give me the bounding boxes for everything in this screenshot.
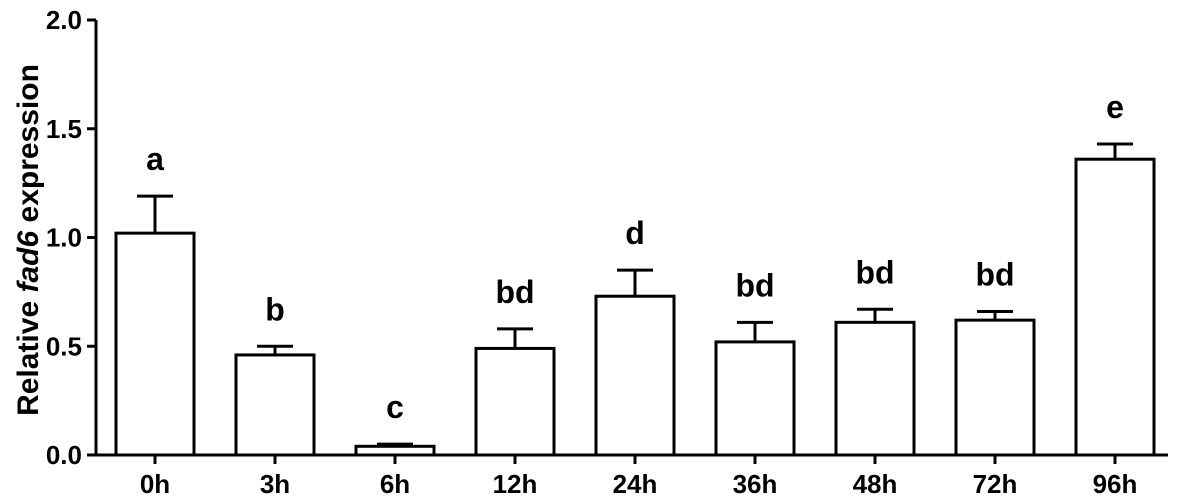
- y-tick-label: 1.5: [46, 114, 82, 144]
- x-tick-label: 48h: [853, 469, 898, 499]
- x-tick-label: 72h: [973, 469, 1018, 499]
- y-tick-label: 0.0: [46, 440, 82, 470]
- bar: [234, 353, 316, 457]
- x-tick-label: 0h: [140, 469, 170, 499]
- significance-label: bd: [975, 256, 1014, 292]
- bar: [474, 346, 556, 457]
- x-tick-label: 12h: [493, 469, 538, 499]
- y-axis-label: Relative fad6 expression: [12, 64, 45, 416]
- y-axis-label-suffix: expression: [12, 64, 45, 231]
- significance-label: a: [146, 141, 164, 177]
- bar: [354, 444, 436, 457]
- bar: [114, 231, 196, 457]
- bar: [1074, 157, 1156, 457]
- error-bars: [137, 142, 1133, 447]
- significance-label: bd: [735, 267, 774, 303]
- y-tick-label: 1.0: [46, 223, 82, 253]
- significance-label: b: [265, 291, 285, 327]
- x-tick-label: 96h: [1093, 469, 1138, 499]
- labels: a b c bd d bd bd bd e: [146, 89, 1124, 425]
- x-tick-label: 6h: [380, 469, 410, 499]
- significance-label: bd: [495, 274, 534, 310]
- y-tick-label: 2.0: [46, 5, 82, 35]
- bar: [594, 294, 676, 457]
- significance-label: c: [386, 389, 404, 425]
- y-axis-label-gene: fad6: [12, 231, 45, 293]
- significance-label: e: [1106, 89, 1124, 125]
- bar: [954, 318, 1036, 457]
- bars: [114, 157, 1156, 457]
- y-tick-label: 0.5: [46, 331, 82, 361]
- significance-label: bd: [855, 254, 894, 290]
- significance-label: d: [625, 215, 645, 251]
- x-tick-label: 3h: [260, 469, 290, 499]
- bar: [714, 340, 796, 457]
- bar: [834, 320, 916, 457]
- x-tick-label: 36h: [733, 469, 778, 499]
- x-tick-label: 24h: [613, 469, 658, 499]
- y-axis-label-prefix: Relative: [12, 293, 45, 416]
